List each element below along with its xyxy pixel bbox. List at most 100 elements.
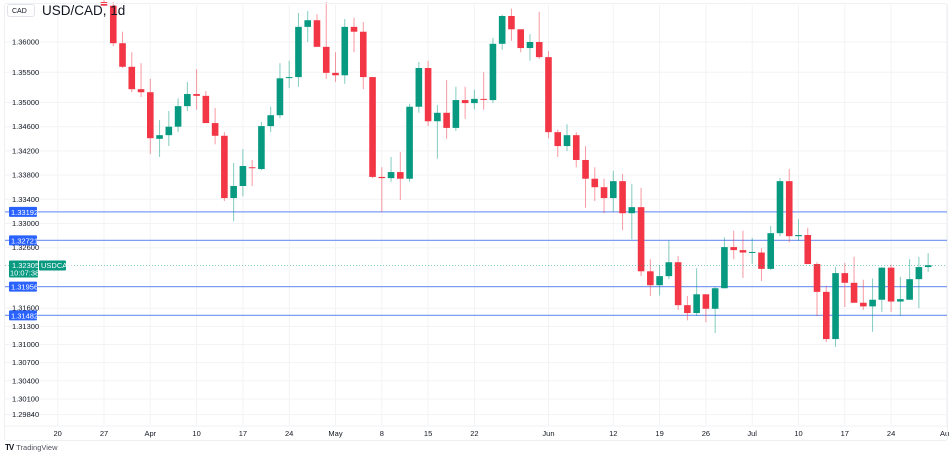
- candle-body: [461, 100, 469, 104]
- x-tick-label: Aug: [940, 429, 949, 438]
- candle: [758, 248, 765, 281]
- x-tick-label: 24: [887, 429, 895, 438]
- x-tick-label: 17: [841, 429, 849, 438]
- candle: [424, 60, 432, 127]
- candle-body: [869, 299, 876, 307]
- candle: [137, 63, 145, 98]
- candle-body: [498, 15, 506, 44]
- candle: [156, 120, 163, 157]
- candle: [674, 256, 682, 311]
- candle: [489, 37, 497, 104]
- candle: [397, 152, 404, 200]
- candle: [767, 225, 775, 271]
- candle: [119, 31, 126, 69]
- candle: [285, 60, 293, 88]
- candle: [665, 240, 673, 280]
- y-tick-label: 1.34600: [12, 122, 39, 131]
- candle-body: [582, 159, 589, 179]
- tradingview-logo[interactable]: TV TradingView: [5, 443, 58, 452]
- candle-body: [137, 89, 145, 93]
- x-tick-label: Jul: [747, 429, 757, 438]
- candle-body: [202, 95, 210, 124]
- candle-body: [860, 302, 867, 307]
- candle-body: [285, 77, 293, 79]
- candle: [443, 80, 450, 139]
- candle: [572, 132, 580, 168]
- candle: [239, 149, 247, 197]
- candle-body: [702, 294, 710, 309]
- candle: [369, 77, 376, 179]
- y-tick-label: 1.34200: [12, 146, 39, 155]
- candle: [739, 230, 747, 278]
- y-tick-label: 1.32600: [12, 243, 39, 252]
- candle: [684, 296, 691, 321]
- candle: [109, 2, 117, 47]
- candle-body: [767, 233, 775, 269]
- x-tick-label: 10: [794, 429, 802, 438]
- y-tick-label: 1.33400: [12, 195, 39, 204]
- candle: [582, 146, 589, 208]
- horizontal-levels[interactable]: [5, 211, 948, 316]
- y-tick-label: 1.33000: [12, 219, 39, 228]
- y-tick-label: 1.30400: [12, 376, 39, 385]
- brand-name: TradingView: [16, 443, 58, 452]
- candle: [267, 106, 274, 133]
- candle-body: [517, 29, 524, 49]
- candle-body: [350, 26, 358, 32]
- x-tick-label: 24: [285, 429, 293, 438]
- candle-body: [165, 126, 173, 136]
- level-price-tag-label: 1.33192: [11, 208, 38, 217]
- candle: [545, 51, 552, 139]
- candle-body: [267, 115, 274, 127]
- candle-body: [147, 92, 154, 139]
- y-tick-label: 1.33800: [12, 171, 39, 180]
- candle-body: [322, 46, 330, 73]
- candle: [313, 14, 321, 47]
- level-price-tag: [9, 235, 37, 246]
- candle-body: [248, 167, 256, 169]
- x-tick-label: 17: [239, 429, 247, 438]
- candle-body: [850, 282, 858, 303]
- x-tick-label: 26: [702, 429, 710, 438]
- candle-body: [647, 271, 654, 286]
- candle: [378, 167, 386, 213]
- candle-body: [841, 273, 849, 283]
- candle: [452, 86, 460, 131]
- candle: [359, 22, 367, 90]
- candle-body: [813, 264, 821, 292]
- candle: [258, 121, 265, 171]
- candle: [517, 29, 524, 53]
- candle: [174, 98, 182, 133]
- candle-body: [795, 234, 802, 237]
- candle-body: [832, 273, 839, 340]
- candle-body: [572, 135, 580, 160]
- y-tick-label: 1.30100: [12, 394, 39, 403]
- candle-body: [341, 26, 349, 76]
- candle: [295, 12, 302, 87]
- candle-body: [359, 31, 367, 78]
- candle: [619, 173, 626, 231]
- candle: [415, 61, 423, 113]
- candle-body: [665, 262, 673, 277]
- candle-body: [591, 178, 599, 188]
- x-tick-label: 12: [609, 429, 617, 438]
- currency-button[interactable]: CAD: [7, 4, 35, 17]
- candle-body: [406, 106, 413, 179]
- candle: [165, 110, 173, 147]
- candle: [147, 78, 154, 154]
- candle: [610, 170, 617, 213]
- time-axis[interactable]: 20 27 Apr 10 17 24 May 8 15 22 Jun 12 19 26 Jul 10 17 24 A…: [5, 425, 949, 438]
- candle-body: [656, 276, 663, 286]
- candle: [526, 34, 534, 61]
- candle-body: [535, 42, 543, 58]
- x-tick-label: 19: [655, 429, 663, 438]
- level-price-tag: [9, 281, 37, 292]
- candle-body: [610, 181, 617, 199]
- candle-body: [711, 288, 719, 309]
- candle: [656, 265, 663, 296]
- candle-body: [174, 106, 182, 127]
- candle: [887, 264, 895, 312]
- candle: [897, 276, 904, 317]
- price-axis[interactable]: 1.36000 1.35500 1.35000 1.34600 1.34200 1.338…: [12, 38, 39, 420]
